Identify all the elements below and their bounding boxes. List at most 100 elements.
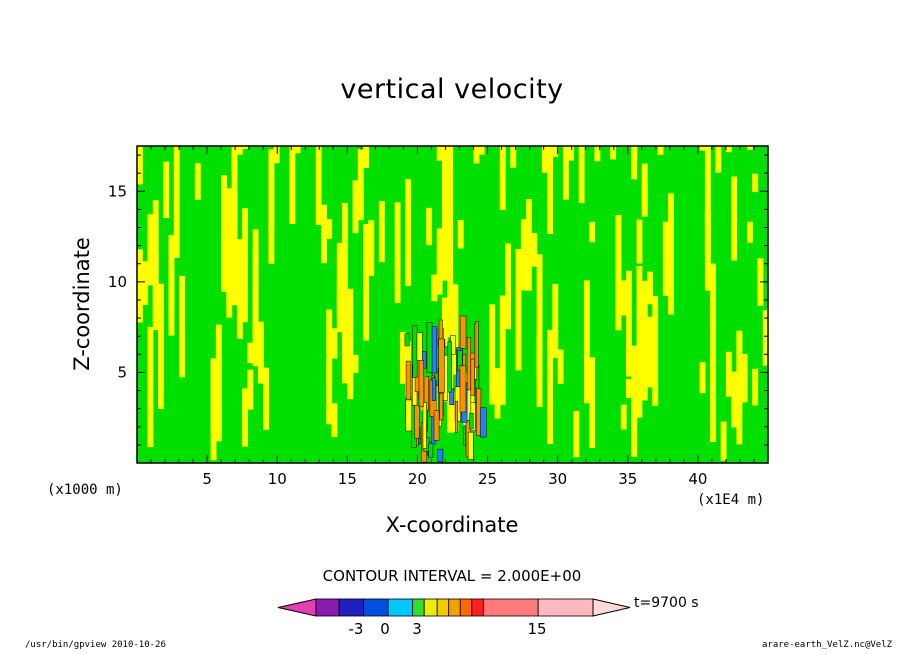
y-tick-label: 5	[117, 363, 127, 381]
x-tick-label: 25	[478, 470, 497, 488]
field-cell	[626, 378, 632, 398]
field-cell	[652, 295, 659, 406]
field-core-cell	[437, 448, 444, 462]
field-cell	[710, 357, 717, 442]
field-cell	[489, 304, 496, 405]
field-cell	[215, 402, 222, 442]
field-cell	[510, 146, 517, 168]
field-cell	[137, 249, 143, 323]
colorbar-swatch	[482, 598, 539, 617]
field-cell	[152, 252, 159, 331]
field-cell	[583, 280, 590, 404]
field-cell	[378, 200, 385, 263]
field-cell	[236, 146, 243, 155]
field-cell	[420, 376, 427, 411]
field-core-cell	[405, 399, 413, 432]
plot-frame	[136, 145, 769, 464]
field-core-cell	[428, 443, 434, 458]
field-cell	[247, 369, 254, 410]
field-cell	[615, 257, 622, 316]
field-cell	[520, 219, 527, 291]
field-cell	[163, 161, 170, 219]
chart-title: vertical velocity	[340, 74, 564, 105]
field-cell	[252, 290, 259, 354]
field-cell	[137, 146, 143, 185]
field-core-cell	[404, 333, 410, 347]
field-cell	[173, 146, 180, 258]
colorbar-label: 3	[412, 620, 422, 638]
field-cell	[252, 229, 259, 338]
field-cell	[620, 404, 627, 430]
field-core-cell	[431, 377, 436, 401]
field-cell	[552, 146, 559, 157]
field-cell	[636, 219, 643, 264]
field-cell	[215, 324, 222, 439]
colorbar-swatch	[387, 598, 414, 617]
y-axis: 5 10 15	[108, 154, 768, 446]
field-cell	[263, 367, 270, 430]
field-core-cell	[426, 322, 433, 373]
field-cell	[363, 146, 369, 169]
field-cell	[641, 280, 648, 401]
field-cell	[725, 351, 732, 397]
field-cell	[736, 333, 743, 414]
colorbar-left-arrow	[277, 598, 317, 617]
time-label: t=9700 s	[634, 595, 699, 611]
field-cell	[357, 149, 364, 214]
field-core-cell	[466, 337, 471, 391]
footer-file-name: arare-earth_VelZ.nc@VelZ	[762, 640, 893, 650]
field-cell	[326, 370, 333, 425]
x-tick-label: 20	[408, 470, 427, 488]
field-cell	[505, 285, 511, 322]
field-cell	[631, 345, 638, 457]
field-cell	[321, 204, 327, 264]
field-cell	[647, 316, 653, 388]
field-cell	[641, 163, 648, 212]
field-cell	[704, 211, 711, 258]
field-core-cell	[480, 407, 487, 438]
x-axis-label: X-coordinate	[385, 513, 519, 537]
field-cell	[294, 146, 301, 154]
field-cell	[626, 270, 632, 377]
field-cell	[715, 146, 722, 173]
field-cell	[615, 310, 622, 331]
field-cell	[336, 242, 343, 318]
field-cell	[447, 146, 454, 240]
field-cell	[179, 275, 185, 378]
field-cell	[752, 368, 759, 406]
field-cell	[226, 194, 233, 318]
x-unit-note: (x1000 m)	[47, 482, 123, 498]
field-cell	[342, 280, 348, 384]
field-core-cell	[416, 332, 423, 361]
field-core-cell	[439, 389, 444, 421]
field-cell	[326, 309, 333, 382]
field-cell	[573, 410, 580, 458]
field-core-cell	[418, 360, 424, 407]
field-cell	[636, 265, 643, 380]
field-cell	[405, 179, 412, 286]
x-tick-label: 30	[548, 470, 567, 488]
field-cell	[315, 146, 322, 225]
field-cell	[589, 357, 596, 449]
colorbar-swatch	[338, 598, 365, 617]
field-cell	[731, 176, 738, 261]
x-axis: 5 10 15 20 25 30 35 40	[150, 146, 755, 488]
field-cell	[331, 403, 338, 438]
colorbar-label: 0	[380, 620, 390, 638]
field-core-cell	[447, 341, 452, 393]
field-cell	[568, 146, 575, 161]
field-cell	[631, 146, 638, 180]
field-cell	[594, 146, 601, 162]
field-cell	[557, 349, 564, 384]
field-cell	[247, 342, 254, 364]
field-cell	[268, 149, 275, 264]
field-cell	[194, 163, 201, 200]
field-cell	[499, 146, 506, 210]
field-cell	[647, 271, 653, 305]
field-cell	[441, 180, 448, 281]
field-cell	[531, 233, 538, 267]
field-cell	[242, 388, 249, 447]
field-cell	[326, 219, 333, 239]
field-cell	[242, 146, 249, 150]
colorbar-label: 15	[527, 620, 546, 638]
